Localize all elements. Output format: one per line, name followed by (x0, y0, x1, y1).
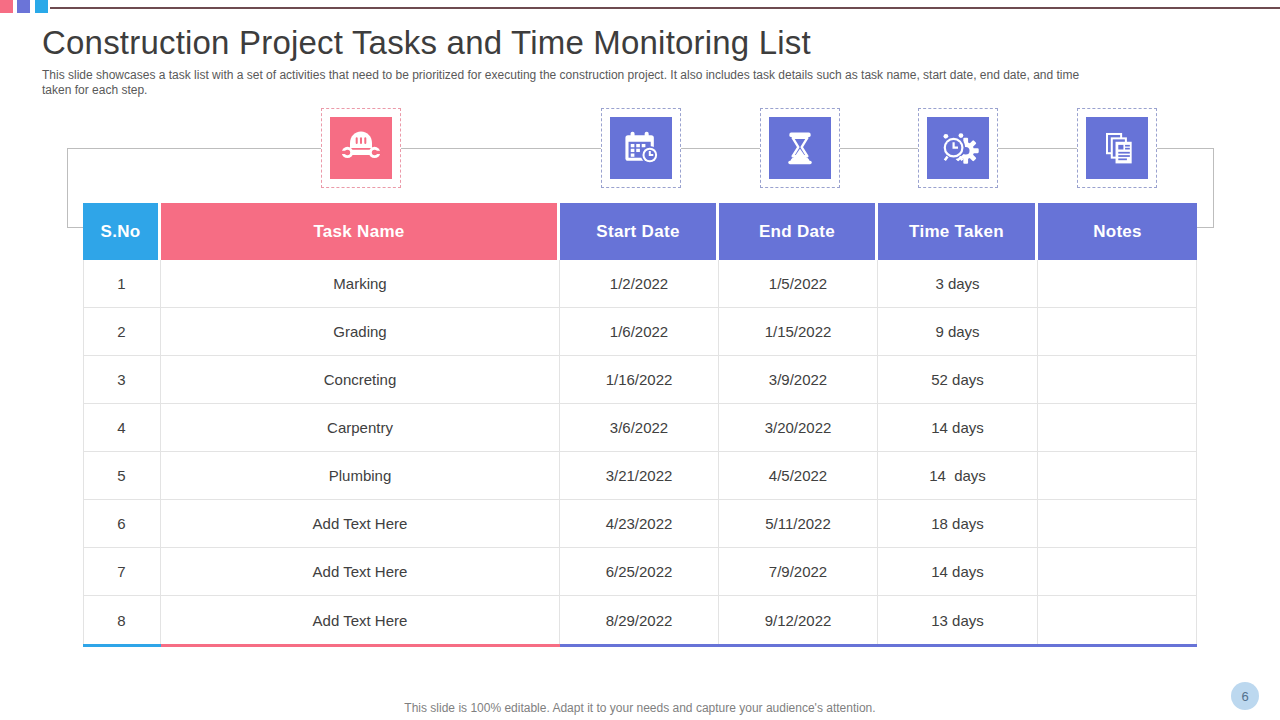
cell-notes (1038, 452, 1197, 499)
cell-task-name: Carpentry (161, 404, 560, 451)
table-row: 3 Concreting 1/16/2022 3/9/2022 52 days (83, 356, 1197, 404)
deco-square-blue (35, 0, 48, 13)
accent-segment-pink (161, 644, 560, 647)
cell-sno: 6 (83, 500, 161, 547)
cell-end-date: 5/11/2022 (719, 500, 878, 547)
table-bottom-accent (83, 644, 1197, 647)
cell-start-date: 1/16/2022 (560, 356, 719, 403)
header-task-name: Task Name (161, 203, 560, 260)
cell-notes (1038, 404, 1197, 451)
cell-end-date: 3/9/2022 (719, 356, 878, 403)
task-table: S.No Task Name Start Date End Date Time … (83, 203, 1197, 650)
cell-start-date: 6/25/2022 (560, 548, 719, 595)
cell-sno: 3 (83, 356, 161, 403)
cell-notes (1038, 548, 1197, 595)
table-row: 8 Add Text Here 8/29/2022 9/12/2022 13 d… (83, 596, 1197, 644)
cell-end-date: 3/20/2022 (719, 404, 878, 451)
header-end-date: End Date (719, 203, 878, 260)
cell-sno: 5 (83, 452, 161, 499)
icon-box-notes (1077, 108, 1157, 188)
table-header-row: S.No Task Name Start Date End Date Time … (83, 203, 1197, 260)
cell-sno: 8 (83, 596, 161, 644)
cell-time-taken: 9 days (878, 308, 1038, 355)
accent-segment-purple (560, 644, 1197, 647)
icon-box-end-date (760, 108, 840, 188)
icon-box-start-date (601, 108, 681, 188)
cell-notes (1038, 308, 1197, 355)
cell-time-taken: 14 days (878, 548, 1038, 595)
cell-time-taken: 3 days (878, 260, 1038, 307)
table-row: 4 Carpentry 3/6/2022 3/20/2022 14 days (83, 404, 1197, 452)
header-notes: Notes (1038, 203, 1197, 260)
cell-start-date: 1/2/2022 (560, 260, 719, 307)
cell-sno: 2 (83, 308, 161, 355)
footer-note: This slide is 100% editable. Adapt it to… (0, 701, 1280, 715)
cell-start-date: 1/6/2022 (560, 308, 719, 355)
page-number-badge: 6 (1231, 682, 1259, 710)
cell-task-name: Add Text Here (161, 596, 560, 644)
header-time-taken: Time Taken (878, 203, 1038, 260)
cell-end-date: 4/5/2022 (719, 452, 878, 499)
cell-task-name: Grading (161, 308, 560, 355)
cell-end-date: 9/12/2022 (719, 596, 878, 644)
table-row: 1 Marking 1/2/2022 1/5/2022 3 days (83, 260, 1197, 308)
cell-task-name: Add Text Here (161, 548, 560, 595)
cell-notes (1038, 260, 1197, 307)
construction-helmet-wrench-icon (330, 117, 392, 179)
cell-task-name: Plumbing (161, 452, 560, 499)
table-body: 1 Marking 1/2/2022 1/5/2022 3 days 2 Gra… (83, 260, 1197, 644)
cell-start-date: 4/23/2022 (560, 500, 719, 547)
cell-task-name: Add Text Here (161, 500, 560, 547)
table-row: 5 Plumbing 3/21/2022 4/5/2022 14 days (83, 452, 1197, 500)
cell-task-name: Marking (161, 260, 560, 307)
calendar-clock-icon (610, 117, 672, 179)
accent-segment-blue (83, 644, 161, 647)
cell-sno: 1 (83, 260, 161, 307)
top-divider-line (50, 7, 1280, 9)
documents-stack-icon (1086, 117, 1148, 179)
icon-box-time-taken (918, 108, 998, 188)
deco-square-purple (17, 0, 30, 13)
table-row: 6 Add Text Here 4/23/2022 5/11/2022 18 d… (83, 500, 1197, 548)
page-title: Construction Project Tasks and Time Moni… (42, 24, 811, 62)
page-number: 6 (1241, 689, 1248, 704)
table-row: 7 Add Text Here 6/25/2022 7/9/2022 14 da… (83, 548, 1197, 596)
cell-time-taken: 13 days (878, 596, 1038, 644)
cell-time-taken: 14 days (878, 404, 1038, 451)
slide: Construction Project Tasks and Time Moni… (0, 0, 1280, 720)
deco-square-pink (0, 0, 13, 13)
slide-subtitle: This slide showcases a task list with a … (42, 68, 1092, 99)
cell-notes (1038, 356, 1197, 403)
cell-notes (1038, 596, 1197, 644)
clock-gear-icon (927, 117, 989, 179)
hourglass-icon (769, 117, 831, 179)
cell-start-date: 8/29/2022 (560, 596, 719, 644)
cell-time-taken: 14 days (878, 452, 1038, 499)
icon-box-task (321, 108, 401, 188)
cell-time-taken: 18 days (878, 500, 1038, 547)
cell-end-date: 7/9/2022 (719, 548, 878, 595)
cell-task-name: Concreting (161, 356, 560, 403)
cell-start-date: 3/21/2022 (560, 452, 719, 499)
table-row: 2 Grading 1/6/2022 1/15/2022 9 days (83, 308, 1197, 356)
cell-end-date: 1/5/2022 (719, 260, 878, 307)
cell-sno: 4 (83, 404, 161, 451)
header-sno: S.No (83, 203, 161, 260)
cell-start-date: 3/6/2022 (560, 404, 719, 451)
cell-time-taken: 52 days (878, 356, 1038, 403)
cell-end-date: 1/15/2022 (719, 308, 878, 355)
cell-notes (1038, 500, 1197, 547)
header-start-date: Start Date (560, 203, 719, 260)
cell-sno: 7 (83, 548, 161, 595)
